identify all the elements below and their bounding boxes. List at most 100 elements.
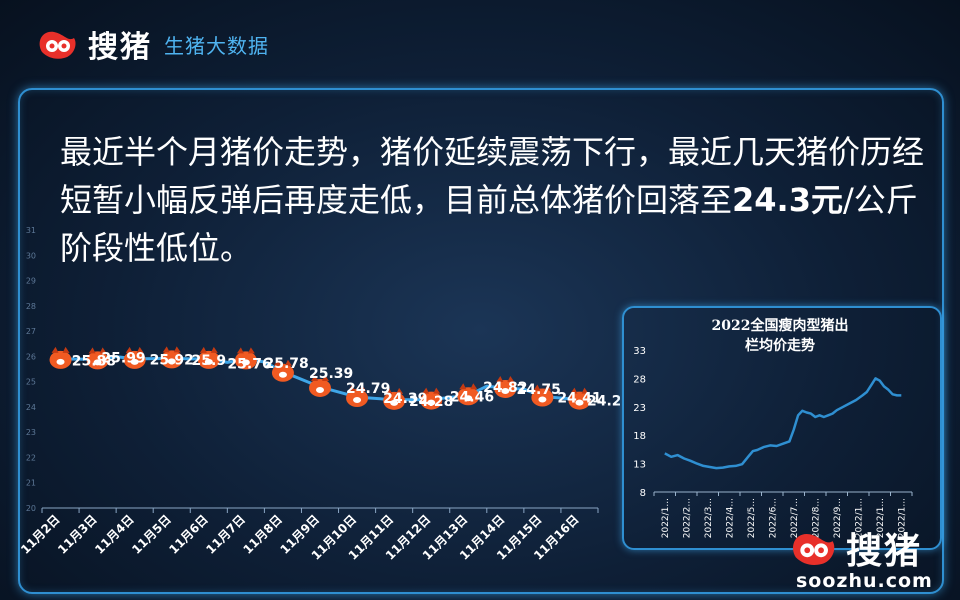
- pig-marker-icon: [123, 346, 146, 369]
- inset-x-tick-label: 2022/7...: [790, 498, 800, 538]
- data-label: 24.79: [346, 381, 390, 397]
- pig-marker-ears: [236, 347, 255, 354]
- data-label: 25.99: [101, 351, 145, 367]
- pig-marker-ears: [88, 347, 107, 354]
- x-tick-label: 11月3日: [55, 512, 100, 557]
- inset-y-tick-label: 18: [633, 431, 646, 442]
- inset-x-tick-label: 2022/4...: [725, 498, 735, 538]
- inset-y-tick-label: 28: [633, 374, 646, 385]
- pig-marker-icon: [309, 374, 331, 397]
- inset-x-tick-label: 2022/1...: [897, 498, 907, 538]
- pig-marker-icon: [568, 387, 591, 410]
- pig-marker-icon: [271, 359, 294, 382]
- y-tick-label: 23: [26, 428, 36, 437]
- brand-logo-text: 搜猪: [88, 30, 152, 65]
- inset-x-tick-label: 2022/2...: [682, 498, 692, 538]
- data-label: 25.9: [192, 353, 227, 369]
- pig-marker-ears: [273, 359, 292, 366]
- inset-title: 2022全国瘦肉型猪出: [712, 317, 849, 334]
- pig-marker-icon: [234, 347, 257, 370]
- inset-y-tick-label: 13: [633, 460, 646, 471]
- data-label: 24.41: [557, 391, 601, 407]
- inset-panel-frame: [622, 306, 942, 550]
- pig-marker-ears: [51, 346, 70, 353]
- x-tick-label: 11月2日: [18, 512, 63, 557]
- inset-x-tick-label: 2022/1...: [854, 498, 864, 538]
- inset-x-tick-label: 2022/6...: [768, 498, 778, 538]
- pig-marker-snout: [56, 358, 65, 365]
- y-tick-label: 30: [26, 251, 36, 260]
- brand-footer: 搜猪 soozhu.com: [786, 522, 956, 598]
- pig-marker-icon: [420, 387, 443, 410]
- brand-domain: soozhu.com: [796, 570, 933, 592]
- inset-y-tick-label: 8: [640, 488, 646, 499]
- x-tick-label: 11月4日: [92, 512, 137, 557]
- inset-x-tick-label: 2022/1...: [876, 498, 886, 538]
- pig-marker-icon: [531, 384, 554, 407]
- inset-y-tick-label: 33: [633, 346, 646, 357]
- inset-x-tick-label: 2022/9...: [833, 498, 843, 538]
- pig-logo-icon: [39, 31, 76, 59]
- y-tick-label: 26: [26, 352, 36, 361]
- pig-marker-snout: [204, 358, 213, 365]
- pig-marker-snout: [93, 359, 102, 366]
- pig-marker-snout: [427, 399, 436, 406]
- main-price-chart: 20212223242526272829303111月2日11月3日11月4日1…: [18, 226, 620, 563]
- pig-marker-icon: [346, 385, 369, 408]
- pig-marker-icon: [86, 347, 109, 370]
- headline-text: 最近半个月猪价走势，猪价延续震荡下行，最近几天猪价历经短暂小幅反弹后再度走低，目…: [60, 128, 940, 272]
- pig-marker-ears: [199, 346, 218, 353]
- headline-part1: 最近半个月猪价走势，猪价延续震荡下行，最近几天猪价历经短暂小幅反弹后再度走低，目…: [60, 133, 925, 219]
- headline-price: 24.3元: [732, 181, 843, 219]
- pig-marker-snout: [501, 387, 510, 394]
- y-tick-label: 20: [26, 504, 36, 513]
- data-label: 25.78: [264, 356, 308, 372]
- y-tick-label: 24: [26, 403, 36, 412]
- pig-marker-snout: [167, 358, 176, 365]
- pig-marker-ears: [422, 387, 441, 394]
- pig-marker-ears: [459, 383, 478, 390]
- pig-marker-icon: [197, 346, 220, 369]
- inset-x-tick-label: 2022/8...: [811, 498, 821, 538]
- data-label: 24.75: [517, 382, 561, 398]
- pig-marker-icon: [383, 387, 406, 410]
- pig-marker-icon: [160, 346, 183, 369]
- pig-marker-ears: [125, 346, 144, 353]
- inset-x-tick-label: 2022/1...: [661, 498, 671, 538]
- headline-part2: /公斤阶段性低位。: [60, 181, 918, 267]
- pig-marker-snout: [464, 395, 473, 402]
- x-tick-label: 11月7日: [203, 512, 248, 557]
- pig-logo-icon: [793, 533, 835, 565]
- main-panel-frame: [18, 88, 944, 594]
- pig-marker-snout: [241, 359, 250, 366]
- pig-marker-ears: [496, 375, 515, 382]
- inset-x-tick-label: 2022/3...: [704, 498, 714, 538]
- data-label: 24.46: [450, 389, 494, 405]
- pig-marker-ears: [385, 387, 404, 394]
- y-tick-label: 29: [26, 277, 36, 286]
- pig-marker-ears: [533, 384, 552, 391]
- inset-title: 栏均价走势: [745, 337, 815, 354]
- y-tick-label: 21: [26, 479, 36, 488]
- brand-header: 搜猪 生猪大数据: [34, 22, 269, 66]
- inset-x-tick-label: 2022/5...: [747, 498, 757, 538]
- data-label: 24.39: [383, 391, 427, 407]
- data-label: 25.88: [72, 353, 116, 369]
- pig-marker-ears: [348, 385, 367, 392]
- pig-marker-snout: [390, 399, 399, 406]
- y-tick-label: 31: [26, 226, 36, 235]
- pig-marker-ears: [311, 374, 329, 381]
- y-tick-label: 22: [26, 453, 36, 462]
- pig-marker-snout: [575, 399, 584, 406]
- y-tick-label: 25: [26, 378, 36, 387]
- pig-marker-ears: [162, 346, 181, 353]
- pig-marker-snout: [353, 397, 362, 404]
- pig-marker-ears: [570, 387, 589, 394]
- x-tick-label: 11月6日: [166, 512, 211, 557]
- data-label: 24.82: [483, 380, 527, 396]
- x-tick-label: 11月5日: [129, 512, 174, 557]
- data-label: 25.39: [309, 366, 353, 382]
- data-label: 24.29: [587, 394, 620, 410]
- inset-y-tick-label: 23: [633, 403, 646, 414]
